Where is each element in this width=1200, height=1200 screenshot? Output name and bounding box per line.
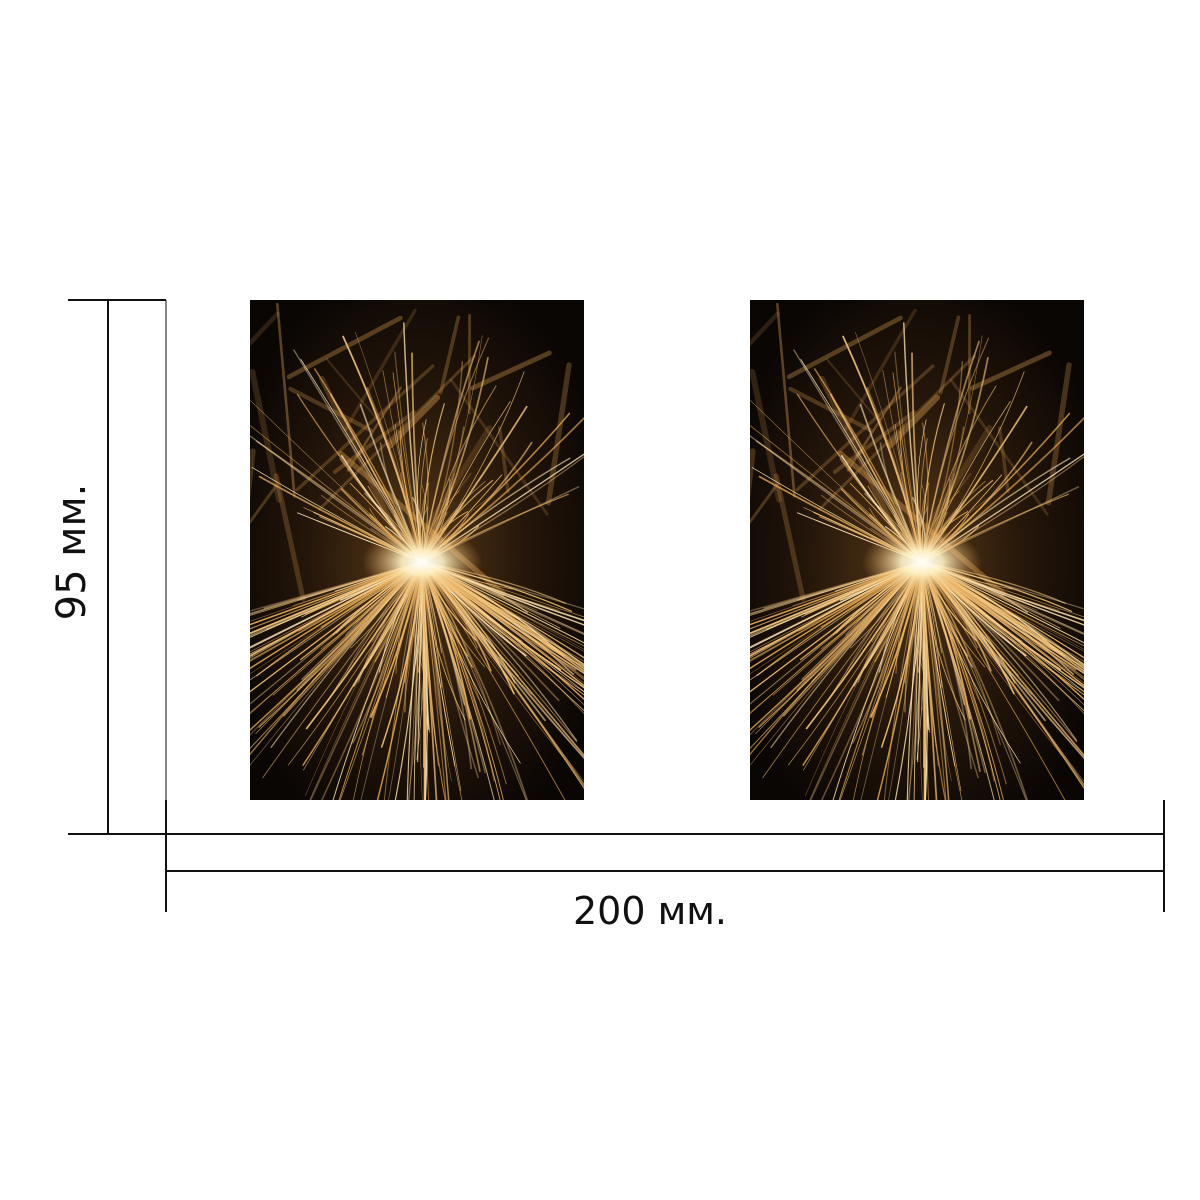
- width-label: 200 мм.: [572, 889, 728, 933]
- sparks-picture: [750, 300, 1084, 800]
- sparks-picture: [250, 300, 584, 800]
- height-label-text: 95 мм.: [49, 483, 95, 621]
- sparks-panel-right: [750, 300, 1084, 800]
- sparks-panel-left: [250, 300, 584, 800]
